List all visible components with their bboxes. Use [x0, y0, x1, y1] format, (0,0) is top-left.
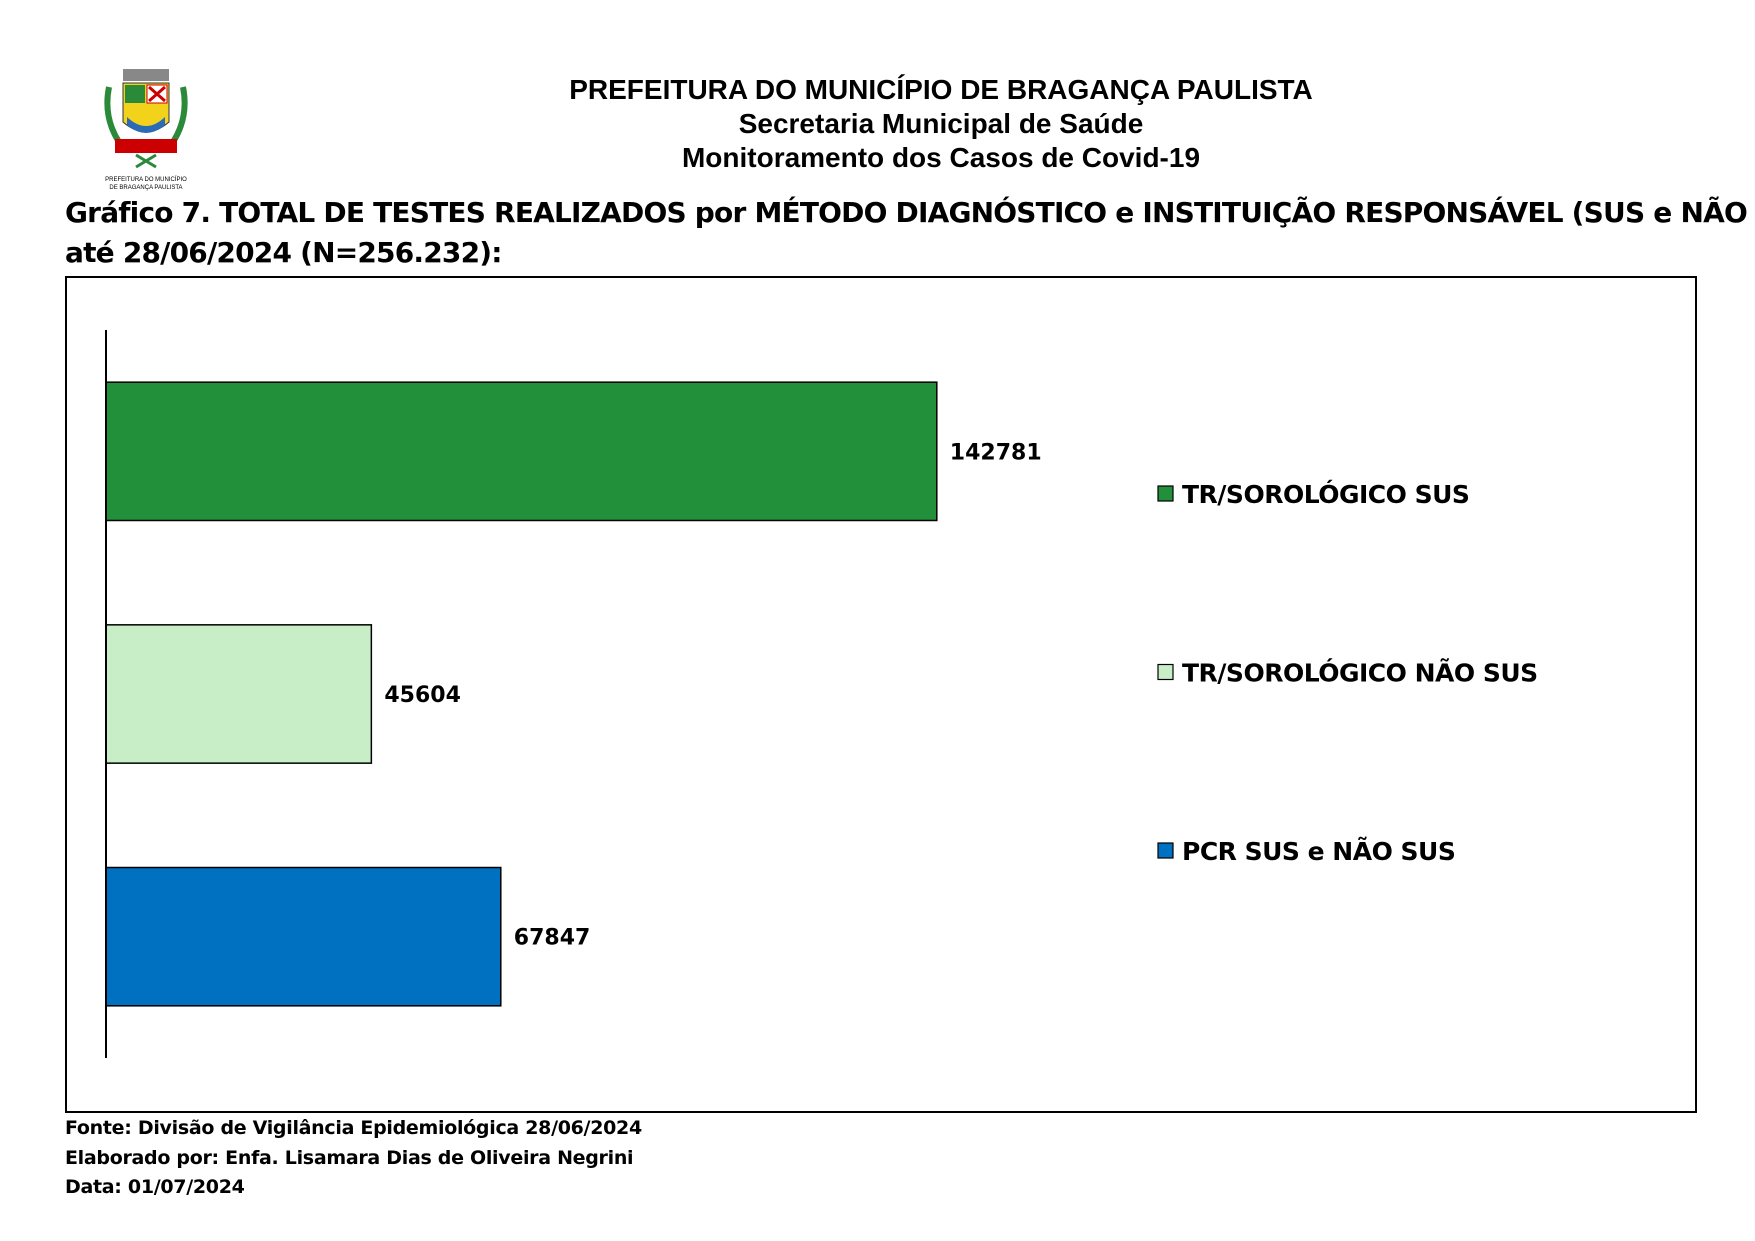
bar-1 — [105, 381, 938, 522]
legend-label-3: PCR SUS e NÃO SUS — [1182, 837, 1455, 866]
header-secretariat: Secretaria Municipal de Saúde — [738, 108, 1144, 139]
footer-author: Elaborado por: Enfa. Lisamara Dias de Ol… — [65, 1147, 634, 1169]
data-label-3: 67847 — [514, 926, 591, 951]
data-label-2: 45604 — [384, 683, 461, 708]
footer-source: Fonte: Divisão de Vigilância Epidemiológ… — [65, 1117, 642, 1139]
footer-date: Data: 01/07/2024 — [65, 1176, 245, 1198]
legend-swatch-2 — [1157, 663, 1174, 681]
chart-title-line1: Gráfico 7. TOTAL DE TESTES REALIZADOS po… — [65, 196, 1755, 229]
svg-text:DE BRAGANÇA PAULISTA: DE BRAGANÇA PAULISTA — [109, 185, 182, 191]
legend-label-2: TR/SOROLÓGICO NÃO SUS — [1182, 658, 1538, 688]
chart-frame — [65, 276, 1697, 1113]
bar-2 — [105, 624, 373, 764]
municipal-coat-of-arms-logo: PREFEITURA DO MUNICÍPIO DE BRAGANÇA PAUL… — [104, 69, 188, 191]
legend-label-1: TR/SOROLÓGICO SUS — [1182, 479, 1469, 509]
legend-swatch-3 — [1157, 842, 1174, 859]
svg-text:PREFEITURA DO MUNICÍPIO: PREFEITURA DO MUNICÍPIO — [105, 176, 187, 183]
data-label-1: 142781 — [950, 440, 1042, 465]
header-municipality: PREFEITURA DO MUNICÍPIO DE BRAGANÇA PAUL… — [569, 74, 1313, 105]
legend-swatch-1 — [1157, 485, 1174, 502]
bar-3 — [105, 866, 502, 1007]
header-monitoring: Monitoramento dos Casos de Covid-19 — [681, 142, 1201, 173]
chart-title-line2: até 28/06/2024 (N=256.232): — [65, 236, 503, 269]
